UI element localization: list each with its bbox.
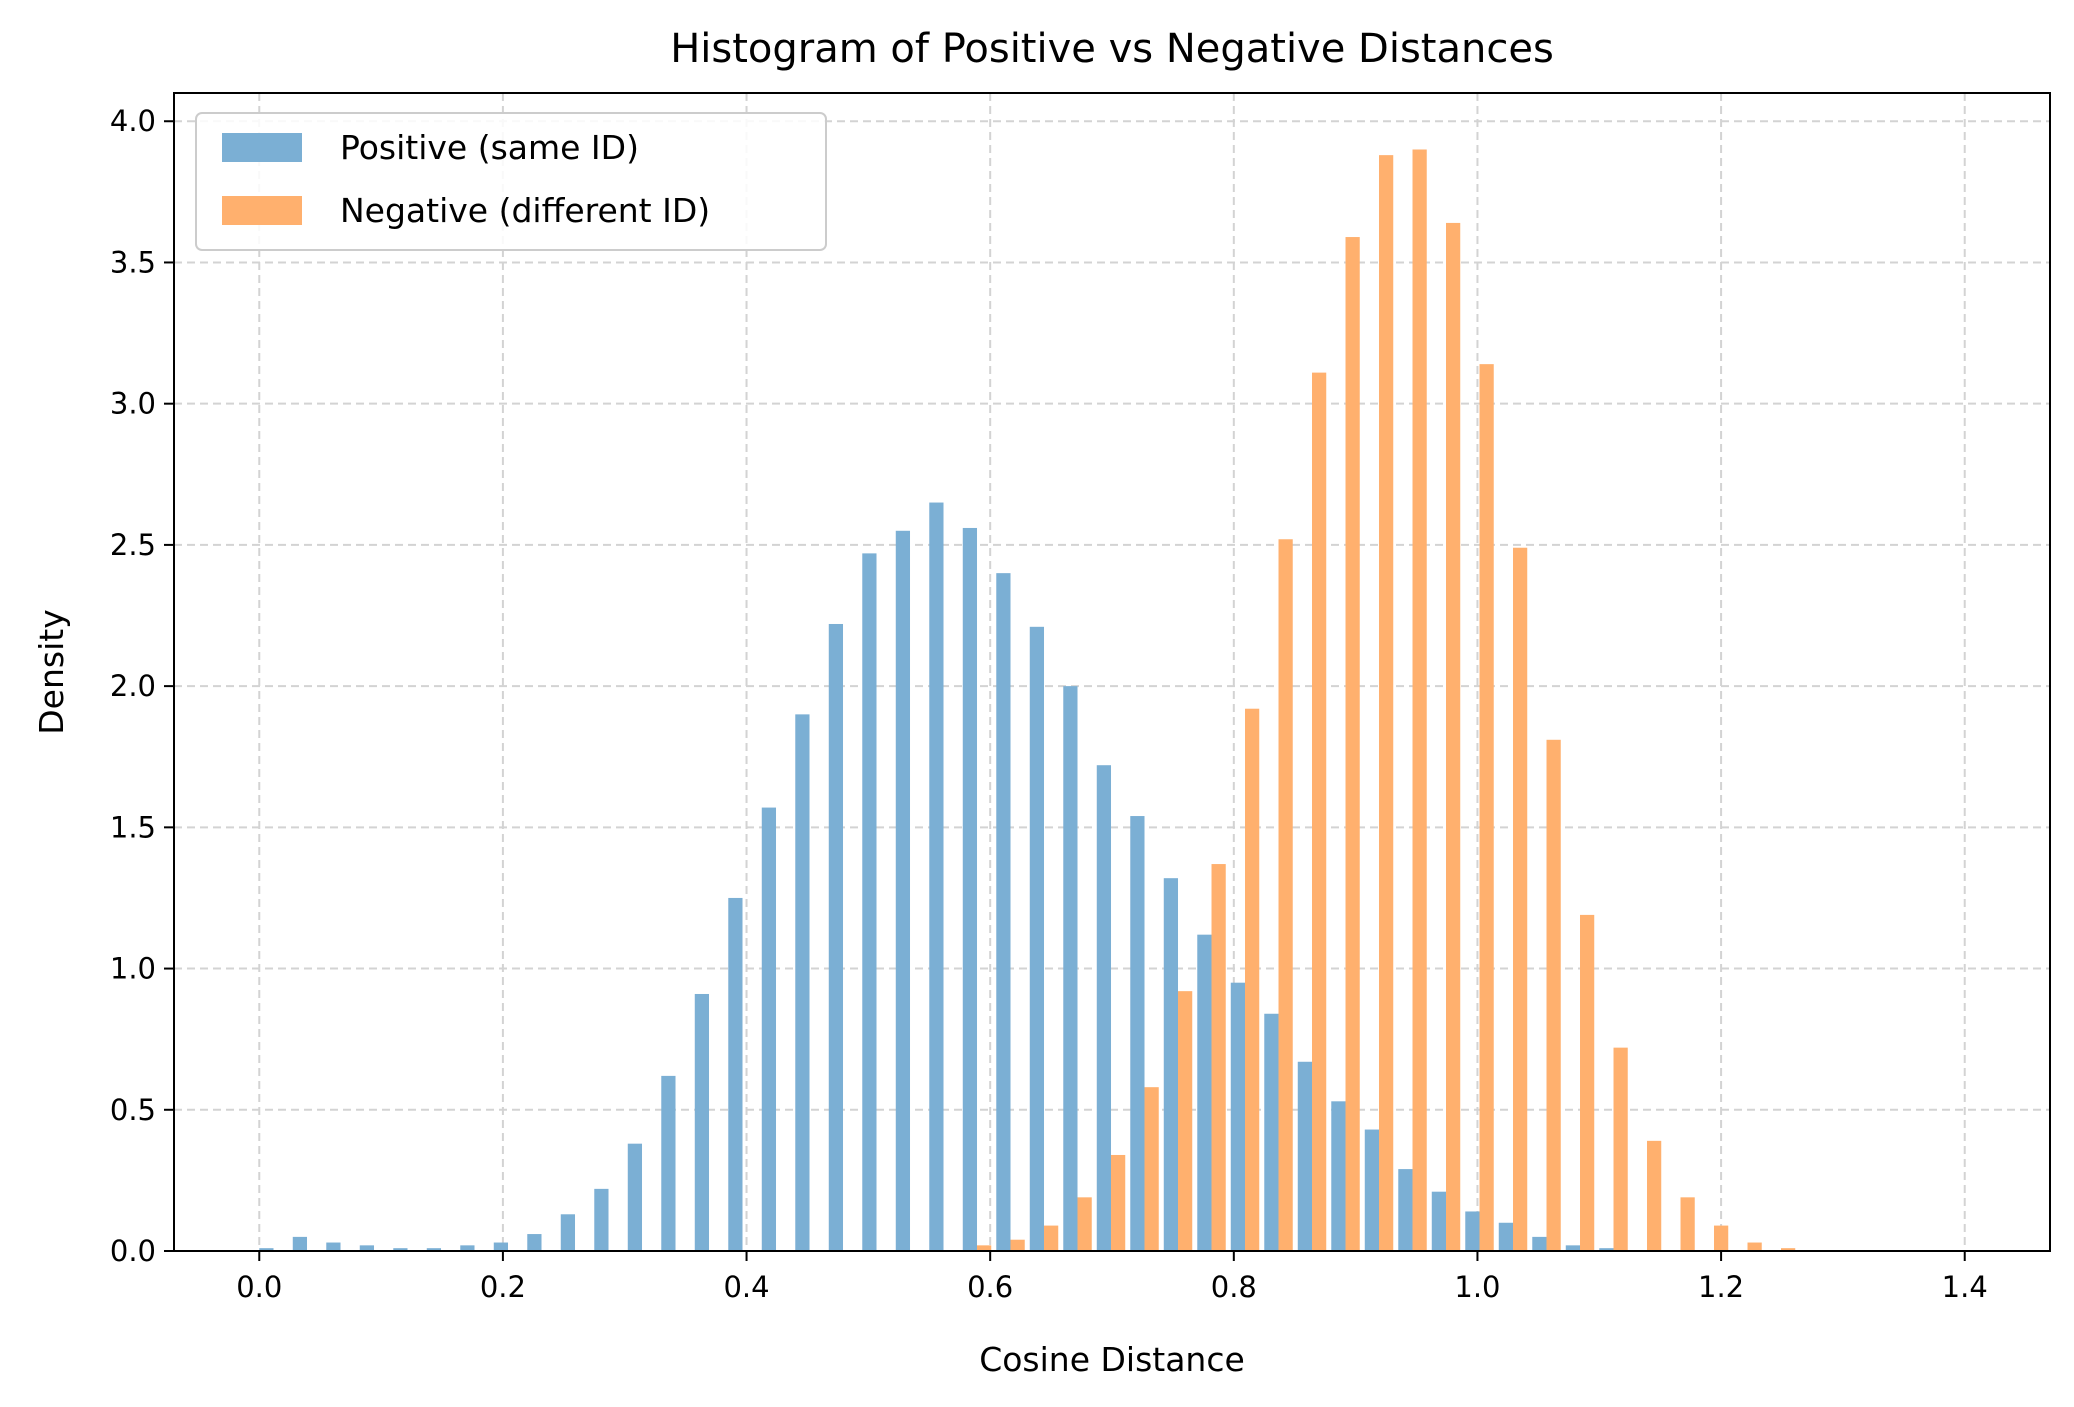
bar-positive bbox=[493, 1242, 509, 1251]
bar-negative bbox=[1412, 149, 1427, 1252]
bar-negative bbox=[1479, 364, 1494, 1251]
bar-negative bbox=[1613, 1047, 1628, 1251]
bar-positive bbox=[1331, 1101, 1346, 1251]
bars bbox=[259, 149, 1796, 1252]
bar-negative bbox=[1278, 539, 1293, 1251]
bar-positive bbox=[1029, 626, 1045, 1251]
bar-negative bbox=[1178, 991, 1193, 1251]
bar-positive bbox=[1431, 1191, 1447, 1251]
bar-positive bbox=[1398, 1169, 1413, 1251]
bar-negative bbox=[1714, 1225, 1729, 1251]
x-tick-label: 0.4 bbox=[723, 1270, 769, 1304]
bar-positive bbox=[929, 502, 944, 1251]
y-tick-label: 3.0 bbox=[110, 387, 156, 421]
y-tick-label: 3.5 bbox=[110, 245, 156, 279]
bar-negative bbox=[1546, 739, 1561, 1251]
bar-positive bbox=[594, 1188, 609, 1251]
bar-negative bbox=[1446, 222, 1461, 1251]
bar-positive bbox=[1163, 878, 1179, 1251]
bar-positive bbox=[527, 1234, 542, 1251]
bar-positive bbox=[828, 623, 844, 1251]
bar-positive bbox=[694, 993, 710, 1251]
y-tick-label: 1.0 bbox=[110, 952, 156, 986]
x-tick-label: 1.4 bbox=[1942, 1270, 1988, 1304]
bar-positive bbox=[393, 1248, 408, 1251]
bar-positive bbox=[1498, 1222, 1514, 1251]
bar-positive bbox=[996, 573, 1011, 1251]
bar-negative bbox=[1680, 1197, 1695, 1251]
bar-negative bbox=[977, 1245, 992, 1251]
bar-positive bbox=[728, 897, 743, 1251]
bar-negative bbox=[1211, 864, 1226, 1251]
bar-positive bbox=[460, 1245, 475, 1251]
x-tick-label: 1.0 bbox=[1454, 1270, 1500, 1304]
bar-negative bbox=[1312, 372, 1327, 1251]
legend: Positive (same ID) Negative (different I… bbox=[195, 112, 827, 251]
bar-positive bbox=[1465, 1211, 1480, 1251]
legend-label-positive: Positive (same ID) bbox=[340, 128, 639, 167]
bar-positive bbox=[661, 1075, 676, 1251]
bar-negative bbox=[1747, 1242, 1762, 1251]
bar-positive bbox=[1230, 982, 1246, 1251]
legend-box bbox=[195, 112, 827, 251]
bar-positive bbox=[1297, 1061, 1313, 1251]
bar-positive bbox=[1565, 1245, 1581, 1251]
bar-negative bbox=[1245, 708, 1260, 1251]
y-tick-label: 0.0 bbox=[110, 1234, 156, 1268]
bar-positive bbox=[795, 714, 810, 1251]
legend-swatch-negative bbox=[222, 196, 302, 225]
bar-positive bbox=[359, 1245, 375, 1251]
bar-positive bbox=[962, 527, 978, 1251]
x-axis-label: Cosine Distance bbox=[979, 1340, 1245, 1379]
bar-positive bbox=[292, 1236, 308, 1251]
bar-negative bbox=[1044, 1225, 1059, 1251]
bar-negative bbox=[1144, 1087, 1159, 1251]
legend-swatch-positive bbox=[222, 133, 302, 162]
bar-negative bbox=[1580, 914, 1595, 1251]
x-tick-label: 1.2 bbox=[1698, 1270, 1744, 1304]
bar-positive bbox=[326, 1242, 341, 1251]
bar-positive bbox=[761, 807, 777, 1251]
axis-ticks: 0.0 0.2 0.4 0.6 0.8 1.0 1.2 1.4 0.0 0.5 1.0 1.5 2.0 2… bbox=[110, 104, 1988, 1304]
x-tick-label: 0.0 bbox=[236, 1270, 282, 1304]
y-axis-label: Density bbox=[32, 609, 71, 734]
bar-negative bbox=[1111, 1154, 1126, 1251]
plot-frame bbox=[173, 92, 2051, 1252]
bar-negative bbox=[1781, 1248, 1796, 1251]
y-tick-label: 2.0 bbox=[110, 669, 156, 703]
bar-negative bbox=[1647, 1140, 1662, 1251]
bar-positive bbox=[426, 1248, 442, 1251]
bar-positive bbox=[1197, 934, 1212, 1251]
y-tick-label: 0.5 bbox=[110, 1093, 156, 1127]
bar-positive bbox=[1063, 686, 1078, 1251]
bar-negative bbox=[1379, 155, 1394, 1251]
bar-positive bbox=[1130, 816, 1145, 1251]
bar-positive bbox=[1599, 1248, 1614, 1251]
bar-positive bbox=[560, 1214, 576, 1251]
bar-positive bbox=[259, 1248, 274, 1251]
y-tick-label: 4.0 bbox=[110, 104, 156, 138]
x-tick-label: 0.6 bbox=[967, 1270, 1013, 1304]
bar-positive bbox=[895, 530, 911, 1251]
bar-positive bbox=[1264, 1013, 1279, 1251]
bar-negative bbox=[1077, 1197, 1092, 1251]
y-tick-label: 2.5 bbox=[110, 528, 156, 562]
x-tick-label: 0.8 bbox=[1211, 1270, 1257, 1304]
bar-negative bbox=[1513, 547, 1528, 1251]
bar-positive bbox=[627, 1143, 643, 1251]
bar-positive bbox=[862, 553, 877, 1251]
chart-title: Histogram of Positive vs Negative Distan… bbox=[670, 26, 1554, 72]
legend-label-negative: Negative (different ID) bbox=[340, 191, 710, 230]
bar-positive bbox=[1096, 765, 1112, 1251]
bar-negative bbox=[1010, 1239, 1025, 1251]
bar-positive bbox=[1364, 1129, 1380, 1251]
bar-positive bbox=[1532, 1236, 1547, 1251]
x-tick-label: 0.2 bbox=[480, 1270, 526, 1304]
bar-negative bbox=[1345, 237, 1360, 1252]
y-tick-label: 1.5 bbox=[110, 810, 156, 844]
